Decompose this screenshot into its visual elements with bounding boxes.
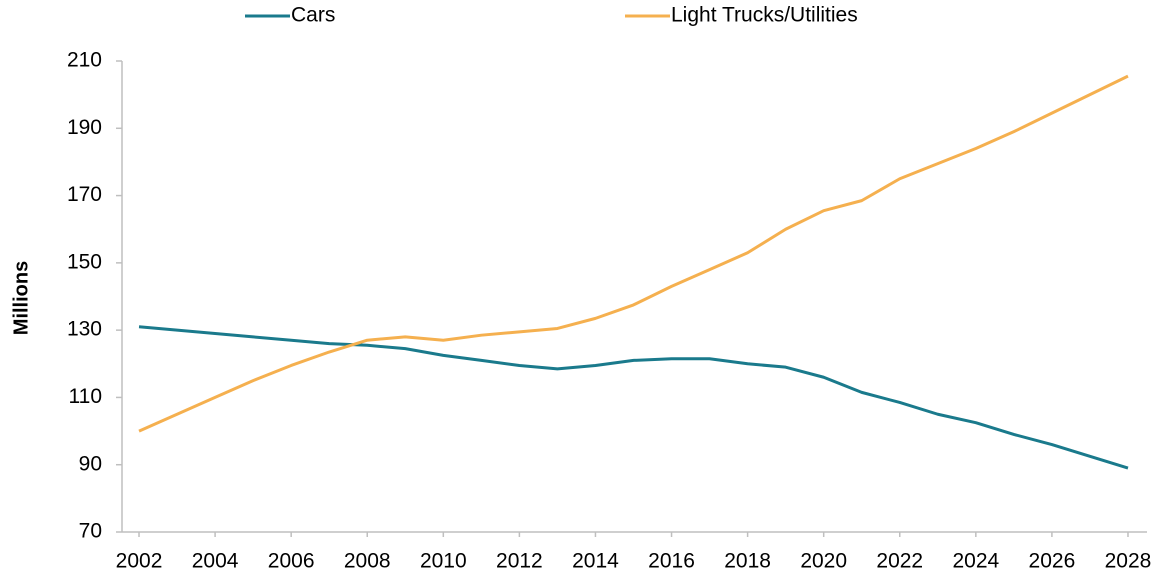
y-tick-label: 210: [67, 49, 102, 72]
y-tick-label: 130: [67, 318, 102, 341]
y-tick-label: 110: [69, 385, 102, 408]
x-tick-label: 2020: [800, 550, 847, 573]
x-tick-label: 2028: [1105, 550, 1152, 573]
x-tick-label: 2012: [496, 550, 543, 573]
y-tick-label: 190: [67, 116, 102, 139]
line-series: [138, 325, 1129, 470]
line-series: [138, 74, 1129, 433]
legend-label: Cars: [291, 4, 335, 27]
x-tick-label: 2024: [952, 550, 999, 573]
x-tick-label: 2006: [268, 550, 315, 573]
x-tick-label: 2016: [648, 550, 695, 573]
x-tick-label: 2004: [192, 550, 239, 573]
x-tick-label: 2014: [572, 550, 619, 573]
x-tick-label: 2026: [1029, 550, 1076, 573]
y-tick-label: 90: [79, 452, 102, 475]
x-tick-label: 2022: [876, 550, 923, 573]
legend-label: Light Trucks/Utilities: [671, 4, 858, 27]
x-tick-label: 2018: [724, 550, 771, 573]
y-tick-label: 70: [79, 520, 102, 543]
y-tick-label: 150: [67, 250, 102, 273]
y-axis-label: Millions: [10, 261, 32, 335]
y-tick-label: 170: [67, 183, 102, 206]
x-tick-label: 2008: [344, 550, 391, 573]
x-tick-label: 2002: [116, 550, 163, 573]
x-tick-label: 2010: [420, 550, 467, 573]
